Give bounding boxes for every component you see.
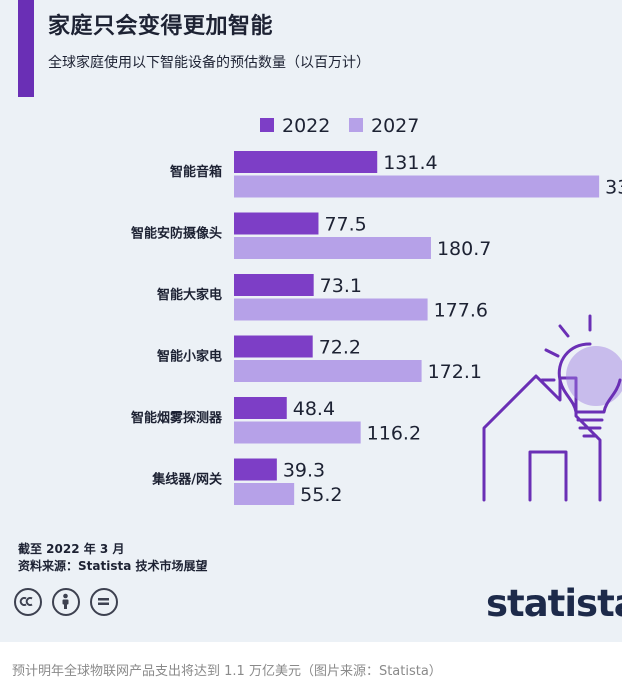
value-label: 39.3 [283, 460, 325, 482]
category-label: 智能安防摄像头 [131, 226, 222, 242]
source-note: 资料来源：Statista 技术市场展望 [18, 559, 208, 573]
legend-swatch-2022 [260, 118, 274, 132]
legend: 2022 2027 [260, 115, 419, 137]
value-label: 180.7 [437, 238, 491, 260]
value-label: 172.1 [428, 361, 482, 383]
bar-2022[interactable] [234, 458, 277, 481]
bar-2022[interactable] [234, 397, 287, 419]
statista-logo[interactable]: statista [486, 582, 622, 625]
legend-swatch-2027 [349, 118, 363, 132]
category-label: 智能小家电 [157, 349, 222, 365]
bar-2027[interactable] [234, 421, 361, 444]
bar-2027[interactable] [234, 298, 428, 321]
value-label: 33 [605, 177, 622, 199]
bar-2022[interactable] [234, 335, 313, 358]
value-label: 177.6 [434, 300, 488, 322]
bar-2022[interactable] [234, 212, 319, 235]
value-label: 72.2 [319, 337, 361, 359]
value-label: 55.2 [300, 484, 342, 506]
legend-label-2027: 2027 [371, 115, 419, 137]
bar-chart: 2022 2027 智能音箱 131.4 33 智能安防摄像头 77.5 180.7 智能大家… [131, 115, 622, 506]
accent-bar [18, 0, 34, 97]
bar-group: 智能音箱 131.4 33 智能安防摄像头 77.5 180.7 智能大家电 73.1 177.… [131, 151, 622, 506]
value-label: 77.5 [324, 214, 366, 236]
value-label: 73.1 [320, 275, 362, 297]
category-label: 集线器/网关 [151, 472, 222, 488]
bar-2027[interactable] [234, 483, 295, 505]
nd-icon[interactable] [90, 588, 118, 616]
date-note: 截至 2022 年 3 月 [18, 542, 125, 556]
value-label: 48.4 [293, 398, 335, 420]
chart-subtitle: 全球家庭使用以下智能设备的预估数量（以百万计） [48, 55, 370, 71]
infographic-card: 家庭只会变得更加智能 全球家庭使用以下智能设备的预估数量（以百万计） 2022 2… [0, 0, 622, 642]
by-icon[interactable] [52, 588, 80, 616]
value-label: 116.2 [367, 423, 421, 445]
image-caption: 预计明年全球物联网产品支出将达到 1.1 万亿美元（图片来源：Statista） [12, 664, 442, 679]
value-label: 131.4 [383, 152, 437, 174]
bar-2027[interactable] [234, 237, 431, 259]
bar-2027[interactable] [234, 360, 422, 382]
bar-2027[interactable] [234, 175, 600, 198]
category-label: 智能大家电 [157, 287, 222, 303]
bar-2022[interactable] [234, 151, 378, 173]
category-label: 智能烟雾探测器 [131, 410, 223, 426]
chart-title: 家庭只会变得更加智能 [48, 14, 274, 39]
house-lightbulb-icon [482, 314, 622, 502]
category-label: 智能音箱 [170, 164, 222, 180]
bar-2022[interactable] [234, 274, 314, 296]
cc-icon[interactable] [14, 588, 42, 616]
legend-label-2022: 2022 [282, 115, 330, 137]
